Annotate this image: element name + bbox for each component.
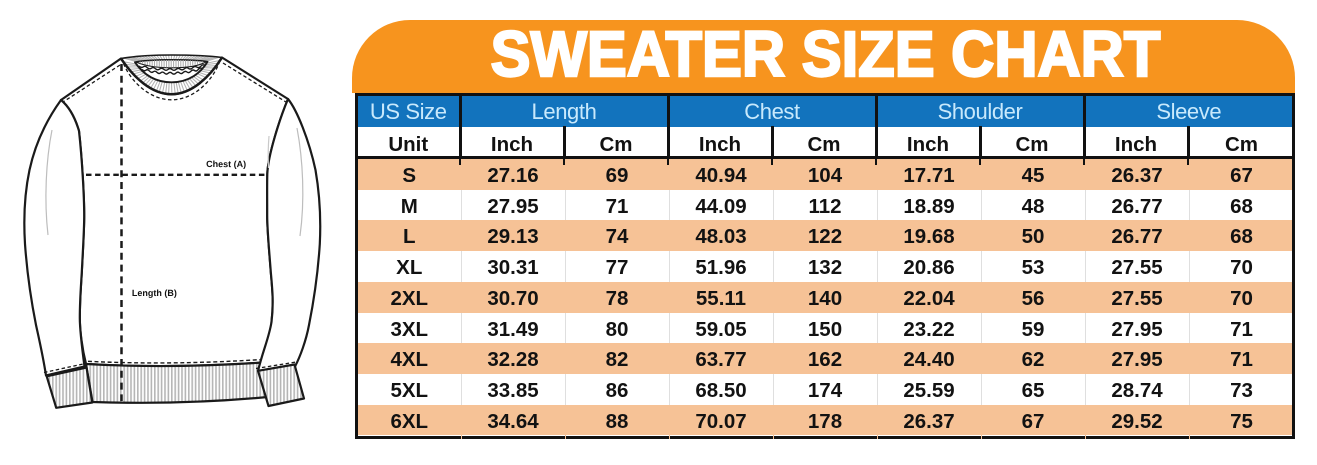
- svg-text:Length (B): Length (B): [132, 288, 177, 298]
- svg-text:Chest (A): Chest (A): [206, 159, 246, 169]
